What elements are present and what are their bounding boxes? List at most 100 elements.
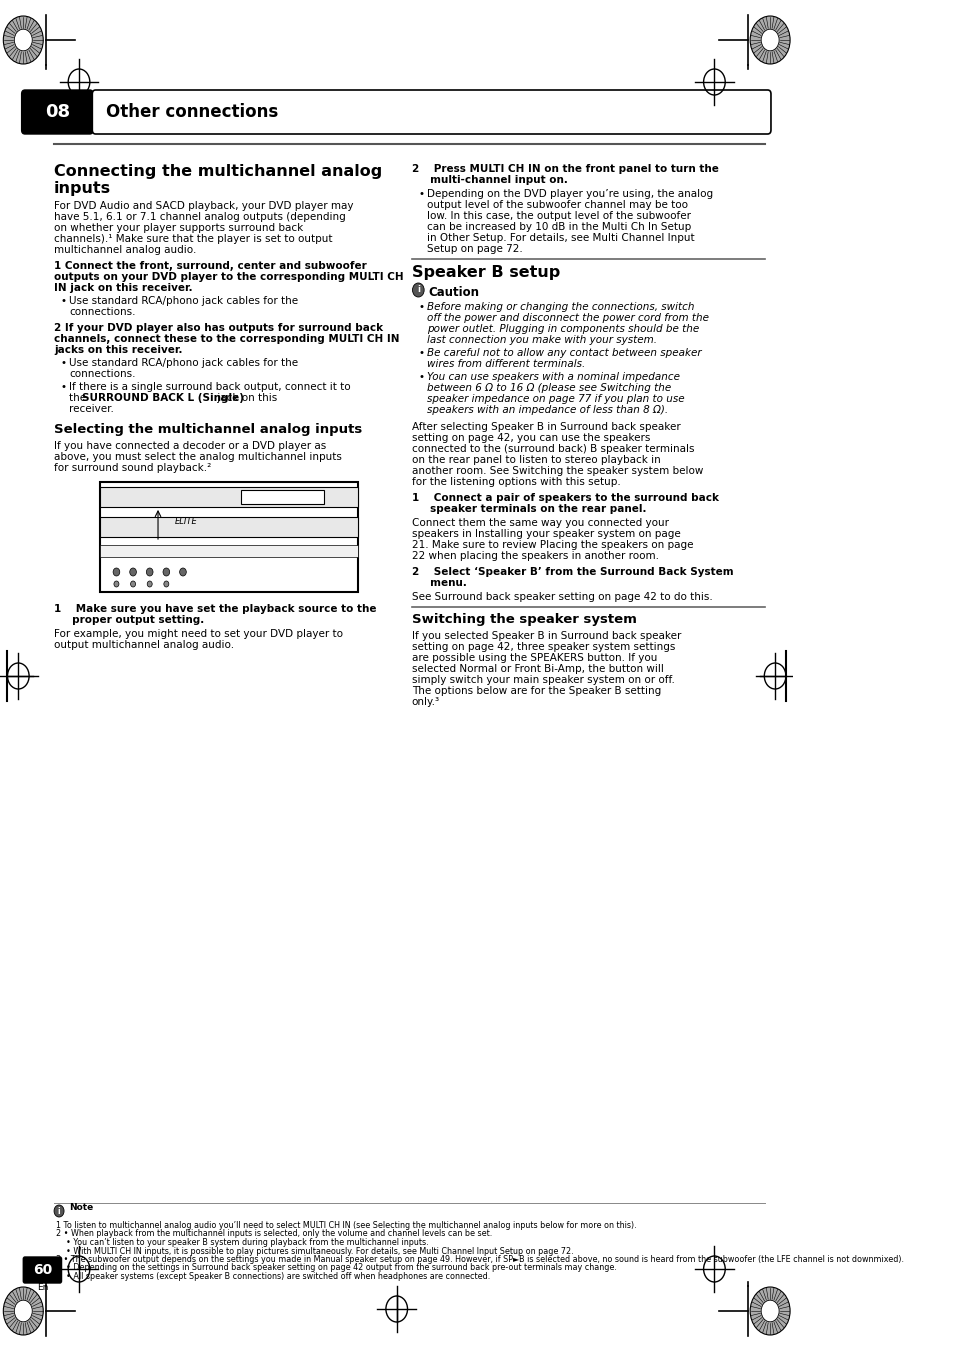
Text: 60: 60: [32, 1263, 52, 1277]
Text: speakers with an impedance of less than 8 Ω).: speakers with an impedance of less than …: [426, 405, 667, 415]
Text: If you have connected a decoder or a DVD player as: If you have connected a decoder or a DVD…: [54, 440, 326, 451]
Text: 1 Connect the front, surround, center and subwoofer: 1 Connect the front, surround, center an…: [54, 261, 366, 272]
Text: receiver.: receiver.: [69, 404, 113, 413]
Text: Other connections: Other connections: [107, 103, 278, 122]
Text: •: •: [61, 382, 67, 392]
Text: speaker impedance on page 77 if you plan to use: speaker impedance on page 77 if you plan…: [426, 394, 683, 404]
Text: 2 • When playback from the multichannel inputs is selected, only the volume and : 2 • When playback from the multichannel …: [55, 1229, 492, 1239]
Text: •: •: [61, 296, 67, 305]
Text: are possible using the SPEAKERS button. If you: are possible using the SPEAKERS button. …: [412, 653, 657, 663]
Circle shape: [164, 581, 169, 586]
Text: IN jack on this receiver.: IN jack on this receiver.: [54, 282, 193, 293]
Circle shape: [147, 581, 152, 586]
Text: Connect them the same way you connected your: Connect them the same way you connected …: [412, 517, 668, 528]
Text: Speaker B setup: Speaker B setup: [412, 265, 559, 280]
Text: can be increased by 10 dB in the Multi Ch In Setup: can be increased by 10 dB in the Multi C…: [426, 222, 690, 232]
Text: for the listening options with this setup.: for the listening options with this setu…: [412, 477, 619, 486]
Text: •: •: [61, 358, 67, 367]
Text: output level of the subwoofer channel may be too: output level of the subwoofer channel ma…: [426, 200, 687, 209]
Text: 21. Make sure to review Placing the speakers on page: 21. Make sure to review Placing the spea…: [412, 540, 693, 550]
Circle shape: [131, 581, 135, 586]
Text: •: •: [418, 189, 424, 199]
Text: 22 when placing the speakers in another room.: 22 when placing the speakers in another …: [412, 551, 658, 561]
Circle shape: [14, 1300, 32, 1321]
Text: Use standard RCA/phono jack cables for the: Use standard RCA/phono jack cables for t…: [69, 296, 298, 305]
Text: See Surround back speaker setting on page 42 to do this.: See Surround back speaker setting on pag…: [412, 592, 712, 603]
Circle shape: [146, 567, 152, 576]
Text: • You can’t listen to your speaker B system during playback from the multichanne: • You can’t listen to your speaker B sys…: [55, 1238, 428, 1247]
Circle shape: [113, 581, 119, 586]
Circle shape: [179, 567, 186, 576]
Text: jacks on this receiver.: jacks on this receiver.: [54, 345, 182, 355]
Text: power outlet. Plugging in components should be the: power outlet. Plugging in components sho…: [426, 324, 699, 334]
Text: For DVD Audio and SACD playback, your DVD player may: For DVD Audio and SACD playback, your DV…: [54, 201, 354, 211]
Text: on the rear panel to listen to stereo playback in: on the rear panel to listen to stereo pl…: [412, 455, 659, 465]
Text: speakers in Installing your speaker system on page: speakers in Installing your speaker syst…: [412, 530, 679, 539]
Text: 1    Make sure you have set the playback source to the: 1 Make sure you have set the playback so…: [54, 604, 376, 613]
Text: for surround sound playback.²: for surround sound playback.²: [54, 463, 211, 473]
Text: connected to the (surround back) B speaker terminals: connected to the (surround back) B speak…: [412, 444, 694, 454]
Text: ELITE: ELITE: [174, 517, 197, 527]
Text: 2    Press MULTI CH IN on the front panel to turn the: 2 Press MULTI CH IN on the front panel t…: [412, 163, 718, 174]
Text: multichannel analog audio.: multichannel analog audio.: [54, 245, 196, 255]
Text: • With MULTI CH IN inputs, it is possible to play pictures simultaneously. For d: • With MULTI CH IN inputs, it is possibl…: [55, 1247, 573, 1255]
Circle shape: [14, 30, 32, 51]
Text: selected Normal or Front Bi-Amp, the button will: selected Normal or Front Bi-Amp, the but…: [412, 663, 663, 674]
Text: Use standard RCA/phono jack cables for the: Use standard RCA/phono jack cables for t…: [69, 358, 298, 367]
Text: low. In this case, the output level of the subwoofer: low. In this case, the output level of t…: [426, 211, 690, 222]
Text: another room. See Switching the speaker system below: another room. See Switching the speaker …: [412, 466, 702, 476]
Circle shape: [3, 1288, 43, 1335]
Text: 3 • The subwoofer output depends on the settings you made in Manual speaker setu: 3 • The subwoofer output depends on the …: [55, 1255, 902, 1265]
Circle shape: [54, 1205, 64, 1217]
Text: between 6 Ω to 16 Ω (please see Switching the: between 6 Ω to 16 Ω (please see Switchin…: [426, 382, 670, 393]
Text: Selecting the multichannel analog inputs: Selecting the multichannel analog inputs: [54, 423, 362, 436]
FancyBboxPatch shape: [92, 91, 770, 134]
Text: off the power and disconnect the power cord from the: off the power and disconnect the power c…: [426, 313, 708, 323]
Text: i: i: [416, 285, 419, 295]
Text: setting on page 42, you can use the speakers: setting on page 42, you can use the spea…: [412, 434, 649, 443]
Bar: [100, 517, 357, 536]
Text: Before making or changing the connections, switch: Before making or changing the connection…: [426, 303, 694, 312]
Circle shape: [163, 567, 170, 576]
Text: Caution: Caution: [428, 286, 478, 299]
Circle shape: [760, 30, 779, 51]
Text: • Depending on the settings in Surround back speaker setting on page 42 output f: • Depending on the settings in Surround …: [55, 1263, 616, 1273]
Text: have 5.1, 6.1 or 7.1 channel analog outputs (depending: have 5.1, 6.1 or 7.1 channel analog outp…: [54, 212, 345, 222]
Text: above, you must select the analog multichannel inputs: above, you must select the analog multic…: [54, 453, 341, 462]
Text: connections.: connections.: [69, 369, 135, 380]
Text: •: •: [418, 303, 424, 312]
Text: last connection you make with your system.: last connection you make with your syste…: [426, 335, 656, 345]
Text: SURROUND BACK L (Single): SURROUND BACK L (Single): [81, 393, 243, 403]
Text: speaker terminals on the rear panel.: speaker terminals on the rear panel.: [412, 504, 645, 513]
Text: connections.: connections.: [69, 307, 135, 317]
Bar: [100, 482, 357, 592]
Text: inputs: inputs: [54, 181, 112, 196]
Text: the: the: [69, 393, 90, 403]
Text: Setup on page 72.: Setup on page 72.: [426, 245, 522, 254]
Text: En: En: [36, 1283, 48, 1293]
FancyBboxPatch shape: [22, 91, 93, 134]
Text: menu.: menu.: [412, 578, 466, 588]
Text: If you selected Speaker B in Surround back speaker: If you selected Speaker B in Surround ba…: [412, 631, 680, 640]
Text: 2 If your DVD player also has outputs for surround back: 2 If your DVD player also has outputs fo…: [54, 323, 383, 332]
Circle shape: [749, 16, 789, 63]
Text: jack on this: jack on this: [213, 393, 276, 403]
Text: Connecting the multichannel analog: Connecting the multichannel analog: [54, 163, 382, 178]
Circle shape: [749, 1288, 789, 1335]
Text: The options below are for the Speaker B setting: The options below are for the Speaker B …: [412, 686, 660, 696]
Circle shape: [760, 1300, 779, 1321]
Text: output multichannel analog audio.: output multichannel analog audio.: [54, 640, 233, 650]
Text: You can use speakers with a nominal impedance: You can use speakers with a nominal impe…: [426, 372, 679, 382]
Text: wires from different terminals.: wires from different terminals.: [426, 359, 584, 369]
FancyBboxPatch shape: [23, 1256, 62, 1283]
Bar: [100, 486, 357, 507]
Bar: [241, 490, 324, 504]
Circle shape: [130, 567, 136, 576]
Circle shape: [3, 16, 43, 63]
Text: Depending on the DVD player you’re using, the analog: Depending on the DVD player you’re using…: [426, 189, 712, 199]
Text: •: •: [418, 372, 424, 382]
Text: i: i: [58, 1206, 60, 1216]
Circle shape: [412, 282, 424, 297]
Text: channels).¹ Make sure that the player is set to output: channels).¹ Make sure that the player is…: [54, 234, 333, 245]
Text: on whether your player supports surround back: on whether your player supports surround…: [54, 223, 303, 232]
